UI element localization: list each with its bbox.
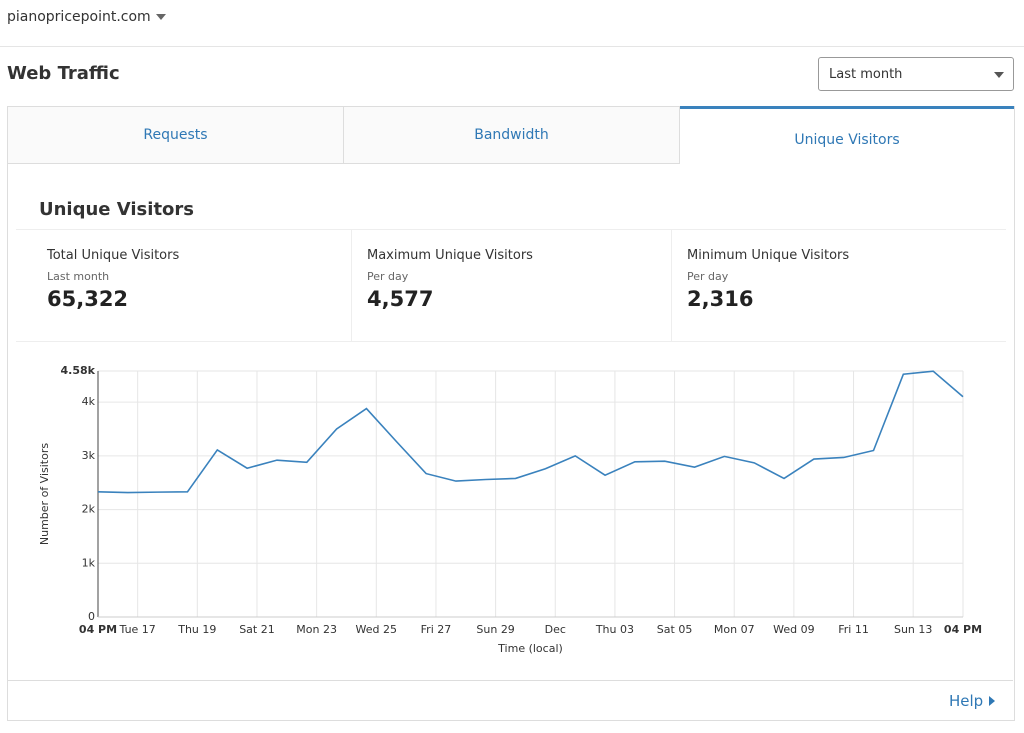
stat-sub: Per day — [367, 270, 409, 283]
x-tick-label: Sat 21 — [239, 623, 275, 636]
x-tick-label: Dec — [545, 623, 566, 636]
y-tick-label: 4.58k — [61, 364, 96, 377]
panel — [7, 106, 1015, 721]
caret — [994, 72, 1004, 78]
x-tick-label: Wed 25 — [356, 623, 397, 636]
stat-sub: Last month — [47, 270, 110, 283]
stat-value: 65,322 — [47, 287, 129, 311]
y-tick-label: 0 — [88, 610, 95, 623]
divider — [8, 680, 1013, 681]
data-line — [97, 370, 964, 494]
stat-label: Total Unique Visitors — [47, 248, 180, 263]
x-tick-label: Sat 05 — [657, 623, 693, 636]
site-select[interactable]: pianopricepoint.com — [7, 9, 167, 25]
x-tick-label: Fri 11 — [838, 623, 869, 636]
tab[interactable]: Requests — [8, 107, 344, 164]
x-tick-label: Mon 07 — [714, 623, 755, 636]
divider — [351, 229, 352, 341]
y-axis-label: Number of Visitors — [38, 443, 51, 545]
y-tick-label: 4k — [82, 395, 96, 408]
stat-label: Minimum Unique Visitors — [687, 248, 850, 263]
stat: Minimum Unique Visitors Per day 2,316 — [687, 248, 849, 311]
x-tick-label: Sun 13 — [894, 623, 932, 636]
y-tick-label: 3k — [82, 449, 96, 462]
y-tick-label: 2k — [82, 503, 96, 516]
stat-value: 4,577 — [367, 287, 434, 311]
x-tick-label: 04 PM — [944, 623, 982, 636]
x-tick-label: Tue 17 — [119, 623, 156, 636]
x-tick-label: Sun 29 — [476, 623, 514, 636]
stat-label: Maximum Unique Visitors — [367, 248, 533, 263]
stat: Total Unique Visitors Last month 65,322 — [47, 248, 179, 311]
x-tick-label: Mon 23 — [296, 623, 337, 636]
tab-active[interactable]: Unique Visitors — [680, 106, 1014, 167]
stat-value: 2,316 — [687, 287, 754, 311]
page-title: Web Traffic — [7, 63, 120, 84]
help-link[interactable]: Help — [949, 692, 996, 710]
help-text: Help — [949, 692, 984, 710]
range-select[interactable]: Last month — [818, 57, 1014, 91]
site-name: pianopricepoint.com — [7, 9, 151, 25]
x-axis-label: Time (local) — [497, 642, 563, 655]
divider — [16, 229, 1006, 230]
x-tick-label: 04 PM — [79, 623, 117, 636]
panel-title: Unique Visitors — [39, 199, 195, 220]
tab[interactable]: Bandwidth — [344, 107, 680, 164]
caret — [988, 696, 995, 706]
stat-sub: Per day — [687, 270, 729, 283]
range-value: Last month — [829, 67, 903, 82]
divider — [671, 229, 672, 341]
x-tick-label: Fri 27 — [421, 623, 452, 636]
x-tick-label: Wed 09 — [773, 623, 814, 636]
caret — [156, 14, 167, 20]
x-tick-label: Thu 19 — [177, 623, 216, 636]
divider — [0, 46, 1024, 47]
stat: Maximum Unique Visitors Per day 4,577 — [367, 248, 533, 311]
divider — [16, 341, 1006, 342]
y-tick-label: 1k — [82, 556, 96, 569]
x-tick-label: Thu 03 — [595, 623, 634, 636]
